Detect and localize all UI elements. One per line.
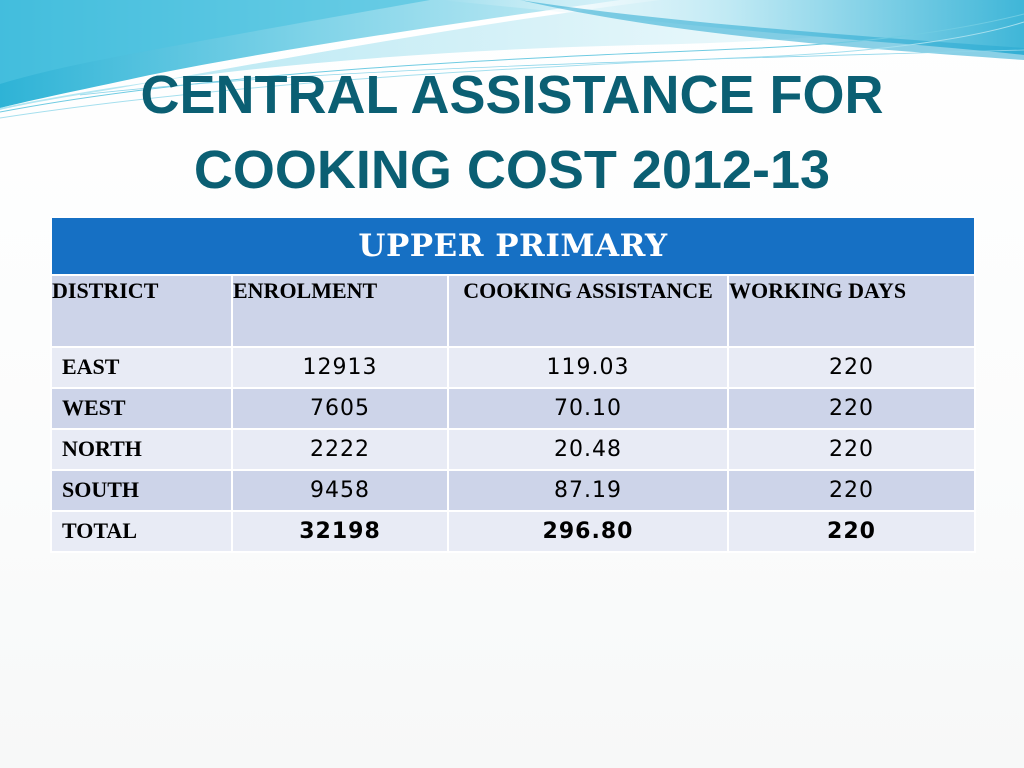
title-line-1: CENTRAL ASSISTANCE FOR [140, 65, 884, 125]
district-cell: SOUTH [50, 469, 233, 512]
enrolment-cell: 9458 [231, 469, 449, 512]
table-row: WEST 7605 70.10 220 [50, 387, 977, 430]
table-row: EAST 12913 119.03 220 [50, 346, 977, 389]
district-cell: EAST [50, 346, 233, 389]
header-working-days: WORKING DAYS [726, 274, 977, 348]
wave-decoration [0, 0, 1024, 119]
enrolment-cell: 2222 [231, 428, 449, 471]
working-days-cell: 220 [726, 346, 977, 389]
total-label: TOTAL [50, 510, 233, 553]
working-days-cell: 220 [726, 428, 977, 471]
district-cell: WEST [50, 387, 233, 430]
cooking-assistance-cell: 87.19 [447, 469, 729, 512]
table-row: NORTH 2222 20.48 220 [50, 428, 977, 471]
table-banner-row: UPPER PRIMARY [49, 216, 977, 276]
table-banner: UPPER PRIMARY [49, 216, 977, 276]
district-cell: NORTH [50, 428, 233, 471]
enrolment-cell: 12913 [231, 346, 449, 389]
total-enrolment: 32198 [231, 510, 449, 553]
title-line-2: COOKING COST 2012-13 [193, 140, 831, 200]
cooking-assistance-cell: 20.48 [447, 428, 729, 471]
table-header-row: DISTRICT ENROLMENT COOKING ASSISTANCE WO… [50, 274, 977, 348]
enrolment-cell: 7605 [231, 387, 449, 430]
working-days-cell: 220 [726, 469, 977, 512]
table-total-row: TOTAL 32198 296.80 220 [50, 510, 977, 553]
header-cooking-assistance: COOKING ASSISTANCE [447, 274, 729, 348]
cooking-assistance-cell: 70.10 [447, 387, 729, 430]
header-enrolment: ENROLMENT [231, 274, 449, 348]
cooking-cost-table: UPPER PRIMARY DISTRICT ENROLMENT COOKING… [49, 216, 977, 553]
working-days-cell: 220 [726, 387, 977, 430]
cooking-assistance-cell: 119.03 [447, 346, 729, 389]
total-working-days: 220 [726, 510, 977, 553]
header-district: DISTRICT [50, 274, 233, 348]
total-cooking-assistance: 296.80 [447, 510, 729, 553]
table-row: SOUTH 9458 87.19 220 [50, 469, 977, 512]
page-title: CENTRAL ASSISTANCE FOR COOKING COST 2012… [0, 58, 1024, 208]
